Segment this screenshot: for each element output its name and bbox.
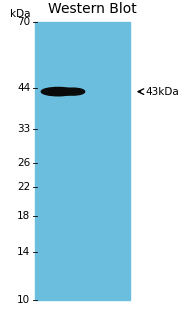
- Ellipse shape: [61, 88, 85, 95]
- Text: 44: 44: [17, 83, 30, 93]
- Text: 33: 33: [17, 125, 30, 134]
- Bar: [35, 22, 130, 300]
- Ellipse shape: [41, 87, 75, 96]
- Text: Western Blot: Western Blot: [48, 2, 136, 16]
- Text: 26: 26: [17, 159, 30, 168]
- Text: 10: 10: [17, 295, 30, 305]
- Text: 18: 18: [17, 211, 30, 221]
- Text: 14: 14: [17, 247, 30, 257]
- Text: 43kDa: 43kDa: [145, 87, 179, 97]
- Text: 70: 70: [17, 17, 30, 27]
- Text: kDa: kDa: [10, 9, 30, 19]
- Text: 22: 22: [17, 182, 30, 193]
